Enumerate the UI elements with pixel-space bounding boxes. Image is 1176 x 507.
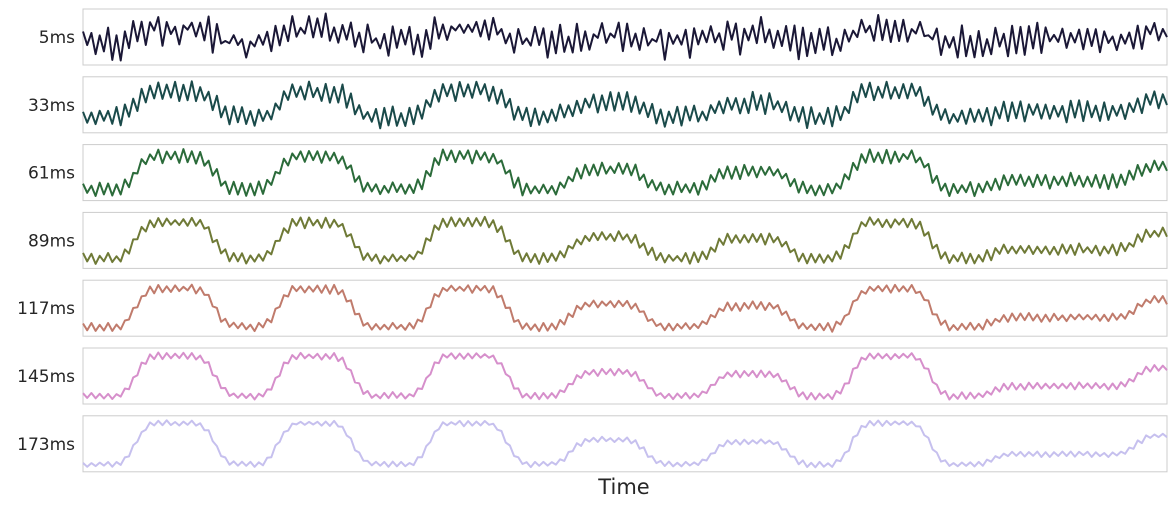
series-line-173ms <box>82 419 1168 469</box>
series-line-89ms <box>82 215 1168 265</box>
series-line-61ms <box>82 148 1168 198</box>
series-label-33ms: 33ms <box>28 96 75 116</box>
series-line-5ms <box>82 12 1168 62</box>
series-line-117ms <box>82 283 1168 333</box>
series-label-61ms: 61ms <box>28 164 75 184</box>
series-label-173ms: 173ms <box>17 435 75 455</box>
panel-frame-173ms <box>82 415 1168 473</box>
series-label-5ms: 5ms <box>39 28 75 48</box>
series-label-89ms: 89ms <box>28 231 75 251</box>
series-label-117ms: 117ms <box>17 299 75 319</box>
panel-frame-117ms <box>82 279 1168 337</box>
panels: 5ms 33ms 61ms 89ms 117ms 145ms 173ms <box>17 8 1168 473</box>
series-label-145ms: 145ms <box>17 367 75 387</box>
series-line-145ms <box>82 351 1168 401</box>
series-line-33ms <box>82 80 1168 130</box>
x-axis-label: Time <box>597 475 649 499</box>
panel-frame-145ms <box>82 347 1168 405</box>
